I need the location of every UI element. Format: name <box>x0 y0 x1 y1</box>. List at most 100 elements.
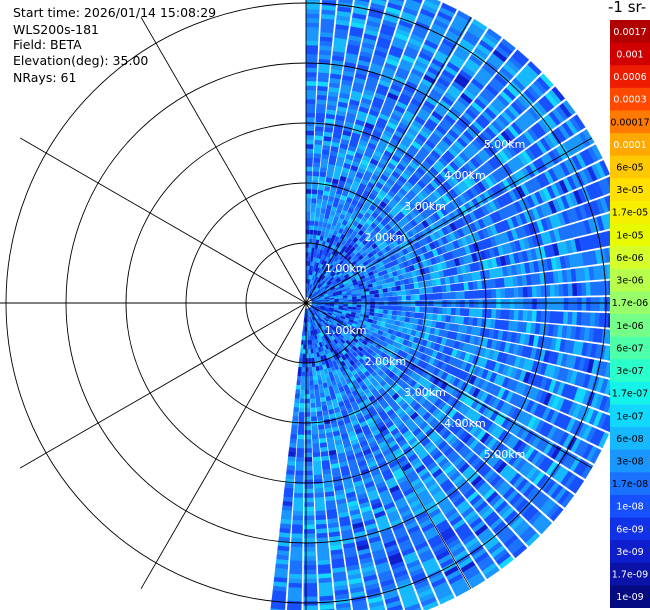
range-gate <box>305 89 317 95</box>
range-gate <box>295 465 304 472</box>
colorbar-swatch <box>610 449 650 473</box>
range-gate <box>314 220 319 227</box>
range-gate <box>356 304 362 308</box>
range-gate <box>599 297 605 312</box>
range-label: 3.00km <box>404 386 446 399</box>
colorbar-tick-label: 3e-05 <box>616 185 643 196</box>
range-gate <box>539 73 554 89</box>
range-gate <box>391 310 398 316</box>
ray-sector <box>310 100 576 300</box>
range-gate <box>486 308 493 319</box>
range-gate <box>464 308 470 317</box>
range-gate <box>313 157 321 163</box>
range-gate <box>455 307 461 316</box>
range-gate <box>313 465 322 472</box>
range-gate <box>396 310 402 317</box>
range-gate <box>369 311 375 317</box>
range-gate <box>454 585 471 597</box>
range-gate <box>312 175 319 181</box>
range-gate <box>318 216 325 223</box>
colorbar-swatch <box>610 223 650 247</box>
range-gate <box>314 487 324 494</box>
range-gate <box>316 198 323 204</box>
ray-sectors <box>270 0 610 610</box>
range-gate <box>387 309 393 315</box>
range-gate <box>442 300 448 308</box>
range-gate <box>603 247 610 263</box>
range-gate <box>300 389 305 395</box>
range-gate <box>607 313 610 328</box>
range-gate <box>305 98 316 104</box>
range-gate <box>414 306 421 313</box>
range-gate <box>316 411 323 417</box>
range-gate <box>312 166 320 172</box>
range-gate <box>491 288 497 299</box>
range-gate <box>315 402 322 408</box>
range-gate <box>313 384 319 390</box>
range-gate <box>302 344 306 350</box>
range-gate <box>373 289 380 295</box>
range-gate <box>370 304 376 309</box>
range-gate <box>590 297 596 312</box>
range-gate <box>356 295 362 300</box>
ray-sector <box>310 306 564 522</box>
range-label: 4.00km <box>444 417 486 430</box>
range-gate <box>441 307 448 315</box>
range-gate <box>312 170 320 177</box>
range-gate <box>317 415 324 422</box>
range-gate <box>297 434 305 440</box>
range-gate <box>538 519 553 535</box>
range-gate <box>312 443 320 449</box>
range-gate <box>572 114 586 130</box>
range-gate <box>309 389 315 395</box>
colorbar-swatch <box>610 291 650 315</box>
range-gate <box>361 298 367 302</box>
range-gate <box>308 371 313 377</box>
range-gate <box>523 298 529 310</box>
range-gate <box>303 322 305 328</box>
range-gate <box>378 309 384 314</box>
range-gate <box>290 429 298 435</box>
range-gate <box>294 393 300 400</box>
range-gate <box>316 374 322 381</box>
colorbar-swatch <box>610 268 650 292</box>
range-gate <box>312 234 317 240</box>
range-gate <box>308 358 312 364</box>
range-gate <box>441 292 448 300</box>
ray-sector <box>311 305 610 449</box>
range-gate <box>305 116 315 122</box>
range-gate <box>291 524 303 530</box>
range-gate <box>440 2 457 14</box>
range-gate <box>294 488 304 494</box>
range-gate <box>313 229 318 236</box>
range-gate <box>315 117 325 123</box>
range-gate <box>527 298 533 310</box>
range-gate <box>387 604 403 610</box>
range-gate <box>301 371 306 377</box>
range-gate <box>338 300 344 303</box>
range-gate <box>313 474 323 481</box>
range-gate <box>545 298 551 310</box>
ray-sector <box>306 0 353 298</box>
range-gate <box>392 296 398 301</box>
range-gate <box>307 344 311 350</box>
range-gate <box>411 0 423 4</box>
range-gate <box>309 229 314 235</box>
range-gate <box>418 312 425 320</box>
range-gate <box>352 604 368 610</box>
range-gate <box>308 366 313 373</box>
range-gate <box>287 591 302 598</box>
range-gate <box>451 299 457 308</box>
range-gate <box>607 280 610 296</box>
range-gate <box>292 411 299 417</box>
range-gate <box>305 49 318 55</box>
range-gate <box>568 297 574 311</box>
range-gate <box>374 293 380 298</box>
colorbar-swatch <box>610 20 650 44</box>
range-gate <box>314 126 324 132</box>
elevation-text: Elevation(deg): 35.00 <box>13 53 149 68</box>
range-gate <box>309 233 314 240</box>
range-gate <box>377 313 384 318</box>
range-gate <box>307 256 311 262</box>
field-text: Field: BETA <box>13 37 82 52</box>
